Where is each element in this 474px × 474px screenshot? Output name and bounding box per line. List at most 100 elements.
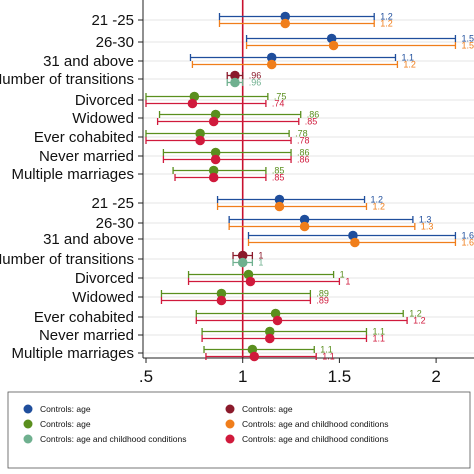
estimate-point <box>187 98 198 109</box>
legend-marker <box>225 434 235 444</box>
row-label: Never married <box>39 327 134 344</box>
estimate-label: 1 <box>340 270 345 280</box>
row-label: Widowed <box>72 110 134 127</box>
estimate-label: 1.5 <box>461 34 474 44</box>
estimate-point <box>216 295 227 306</box>
row-label: 26-30 <box>96 34 134 51</box>
row-label: Divorced <box>75 92 134 109</box>
row-label: Number of transitions <box>0 251 134 268</box>
estimate-label: 1.6 <box>461 238 474 248</box>
estimate-label: .89 <box>316 289 329 299</box>
estimate-label: 1.2 <box>409 309 422 319</box>
row-label: Never married <box>39 148 134 165</box>
estimate-label: 1.1 <box>322 352 335 362</box>
x-tick-label: 2 <box>431 367 440 386</box>
estimate-point <box>266 59 277 70</box>
row-label: Ever cohabited <box>34 309 134 326</box>
estimate-label: .86 <box>297 155 310 165</box>
legend-label: Controls: age <box>40 404 91 414</box>
legend-label: Controls: age and childhood conditions <box>40 434 187 444</box>
estimate-point <box>208 165 219 176</box>
row-label: Divorced <box>75 270 134 287</box>
estimate-point <box>216 288 227 299</box>
estimate-label: 1.1 <box>372 334 385 344</box>
estimate-label: 1.2 <box>380 19 393 29</box>
estimate-label: 1.1 <box>372 327 385 337</box>
row-label: Number of transitions <box>0 71 134 88</box>
plot-area <box>143 0 474 358</box>
estimate-point <box>195 135 205 146</box>
estimate-label: 1.1 <box>401 53 414 63</box>
estimate-label: .75 <box>274 92 287 102</box>
estimate-point <box>249 351 260 362</box>
estimate-point <box>230 77 240 88</box>
estimate-label: .74 <box>272 99 285 109</box>
row-label: 26-30 <box>96 215 134 232</box>
x-tick-label: 1.5 <box>328 367 352 386</box>
estimate-label: 1.3 <box>419 215 432 225</box>
legend-marker <box>225 419 235 429</box>
estimate-label: 1.2 <box>403 60 416 70</box>
estimate-point <box>280 11 291 22</box>
estimate-point <box>237 257 248 268</box>
estimate-label: 1 <box>258 251 263 261</box>
legend-box <box>7 391 471 469</box>
row-label: Ever cohabited <box>34 129 134 146</box>
legend-label: Controls: age and childhood conditions <box>242 419 389 429</box>
estimate-point <box>274 201 285 212</box>
estimate-label: 1.3 <box>421 222 434 232</box>
estimate-label: .85 <box>272 173 285 183</box>
estimate-point <box>299 221 310 232</box>
row-label: Multiple marriages <box>11 166 134 183</box>
estimate-label: 1.2 <box>380 12 393 22</box>
estimate-label: .86 <box>307 110 320 120</box>
estimate-point <box>272 315 283 326</box>
row-label: Multiple marriages <box>11 345 134 362</box>
estimate-label: 1 <box>258 258 263 268</box>
estimate-label: .78 <box>297 136 310 146</box>
estimate-label: .86 <box>297 148 310 158</box>
legend-label: Controls: age <box>242 404 293 414</box>
estimate-point <box>280 18 291 29</box>
estimate-point <box>245 276 256 287</box>
row-label: 31 and above <box>43 231 134 248</box>
row-label: 31 and above <box>43 53 134 70</box>
estimate-point <box>208 172 219 183</box>
estimate-label: .78 <box>295 129 308 139</box>
legend-label: Controls: age <box>40 419 91 429</box>
legend-marker <box>23 434 33 444</box>
estimate-label: .96 <box>249 71 262 81</box>
row-label: 21 -25 <box>91 195 134 212</box>
estimate-label: .96 <box>249 78 262 88</box>
estimate-label: 1.2 <box>413 316 426 326</box>
estimate-point <box>299 214 310 225</box>
x-tick-label: .5 <box>139 367 153 386</box>
estimate-point <box>210 154 221 165</box>
estimate-point <box>264 326 275 337</box>
legend-marker <box>23 404 33 414</box>
legend-label: Controls: age and childhood conditions <box>242 434 389 444</box>
estimate-label: .85 <box>305 117 318 127</box>
estimate-label: .85 <box>272 166 285 176</box>
estimate-point <box>210 147 221 158</box>
estimate-label: 1.2 <box>372 202 385 212</box>
estimate-label: 1.6 <box>461 231 474 241</box>
estimate-point <box>350 237 360 248</box>
estimate-label: 1.1 <box>320 345 333 355</box>
estimate-label: 1 <box>345 277 350 287</box>
row-label: Widowed <box>72 289 134 306</box>
estimate-point <box>195 128 205 139</box>
estimate-label: .89 <box>316 296 329 306</box>
row-label: 21 -25 <box>91 12 134 29</box>
estimate-point <box>230 70 240 81</box>
estimate-point <box>274 194 285 205</box>
estimate-label: 1.2 <box>371 195 384 205</box>
estimate-label: 1.5 <box>461 41 474 51</box>
legend-marker <box>225 404 235 414</box>
estimate-point <box>264 333 275 344</box>
estimate-point <box>208 116 219 127</box>
legend-marker <box>23 419 33 429</box>
estimate-point <box>266 52 277 63</box>
estimate-point <box>328 40 339 51</box>
